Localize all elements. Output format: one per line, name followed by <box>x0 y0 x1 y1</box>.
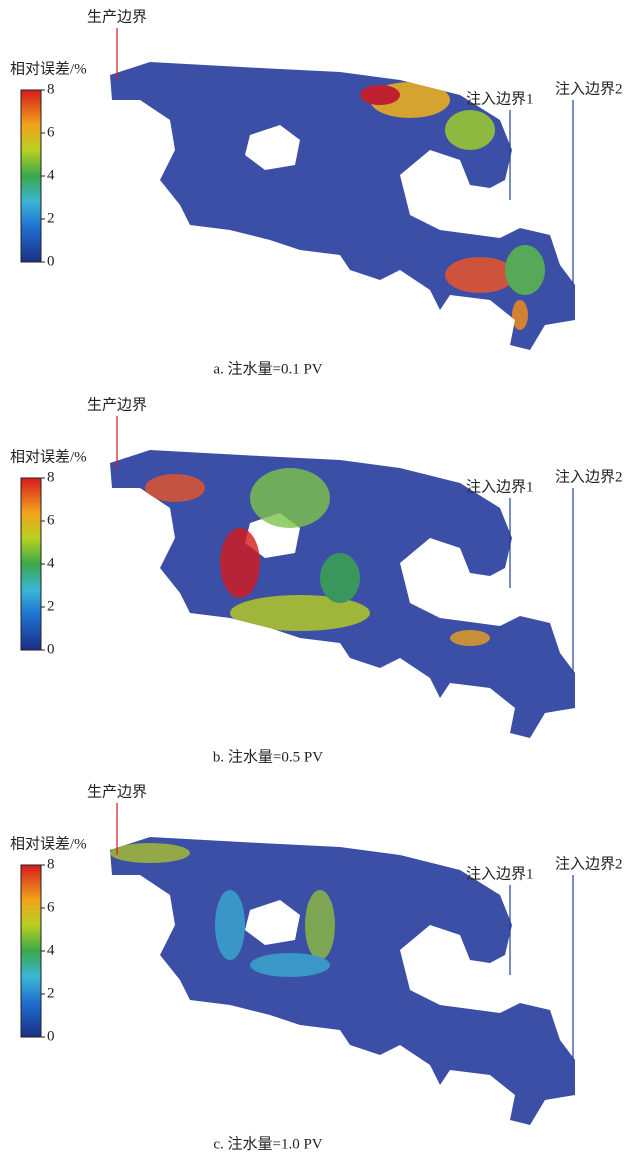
colorbar-tick-label: 4 <box>47 942 55 958</box>
colorbar-tick-label: 6 <box>47 899 55 915</box>
colorbar-tick-label: 8 <box>47 469 55 485</box>
injection1-label: 注入边界1 <box>466 478 534 495</box>
production-label: 生产边界 <box>87 783 147 800</box>
colorbar-tick-label: 6 <box>47 124 55 140</box>
injection2-label: 注入边界2 <box>555 468 623 485</box>
caption: c. 注水量=1.0 PV <box>213 1135 322 1152</box>
colorbar-tick-label: 0 <box>47 641 55 657</box>
colorbar-title: 相对误差/% <box>10 835 87 852</box>
colorbar <box>20 477 42 651</box>
reservoir-c <box>110 837 575 1125</box>
reservoir-b <box>110 450 575 738</box>
colorbar-tick-label: 6 <box>47 512 55 528</box>
colorbar-tick-label: 2 <box>47 985 55 1001</box>
colorbar <box>20 89 42 263</box>
colorbar-title: 相对误差/% <box>10 60 87 77</box>
injection2-label: 注入边界2 <box>555 855 623 872</box>
injection1-label: 注入边界1 <box>466 865 534 882</box>
colorbar-tick-label: 2 <box>47 210 55 226</box>
injection2-label: 注入边界2 <box>555 80 623 97</box>
colorbar <box>20 864 42 1038</box>
colorbar-tick-label: 8 <box>47 81 55 97</box>
colorbar-tick-label: 8 <box>47 856 55 872</box>
caption: a. 注水量=0.1 PV <box>213 360 322 377</box>
injection1-label: 注入边界1 <box>466 90 534 107</box>
caption: b. 注水量=0.5 PV <box>213 748 323 765</box>
colorbar-tick-label: 2 <box>47 598 55 614</box>
production-label: 生产边界 <box>87 396 147 413</box>
colorbar-title: 相对误差/% <box>10 448 87 465</box>
colorbar-tick-label: 4 <box>47 555 55 571</box>
colorbar-tick-label: 0 <box>47 253 55 269</box>
reservoir-a <box>110 62 575 350</box>
colorbar-tick-label: 0 <box>47 1028 55 1044</box>
production-label: 生产边界 <box>87 8 147 25</box>
colorbar-tick-label: 4 <box>47 167 55 183</box>
